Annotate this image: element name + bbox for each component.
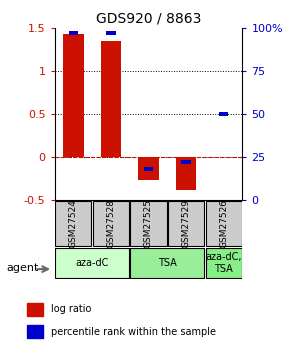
Text: agent: agent	[6, 264, 38, 273]
FancyBboxPatch shape	[130, 248, 204, 278]
Bar	[181, 160, 191, 164]
Text: percentile rank within the sample: percentile rank within the sample	[51, 327, 216, 337]
Bar	[138, 157, 159, 180]
Text: GSM27529: GSM27529	[181, 199, 191, 248]
FancyBboxPatch shape	[93, 200, 129, 246]
Bar	[144, 167, 153, 171]
FancyBboxPatch shape	[55, 200, 92, 246]
Title: GDS920 / 8863: GDS920 / 8863	[96, 11, 201, 25]
Bar	[106, 31, 116, 35]
Bar	[27, 303, 43, 316]
Text: aza-dC: aza-dC	[75, 258, 109, 268]
FancyBboxPatch shape	[168, 200, 204, 246]
Text: aza-dC,
TSA: aza-dC, TSA	[205, 252, 242, 274]
Bar	[27, 325, 43, 338]
Bar	[63, 34, 84, 157]
Bar	[68, 31, 78, 35]
Text: log ratio: log ratio	[51, 304, 91, 314]
Text: TSA: TSA	[158, 258, 177, 268]
Text: GSM27526: GSM27526	[219, 199, 228, 248]
Text: GSM27524: GSM27524	[69, 199, 78, 248]
Text: GSM27528: GSM27528	[106, 199, 115, 248]
Bar	[101, 41, 121, 157]
FancyBboxPatch shape	[205, 248, 242, 278]
Bar	[219, 112, 228, 116]
FancyBboxPatch shape	[130, 200, 167, 246]
Bar	[176, 157, 196, 190]
FancyBboxPatch shape	[205, 200, 242, 246]
FancyBboxPatch shape	[55, 248, 129, 278]
Text: GSM27525: GSM27525	[144, 199, 153, 248]
